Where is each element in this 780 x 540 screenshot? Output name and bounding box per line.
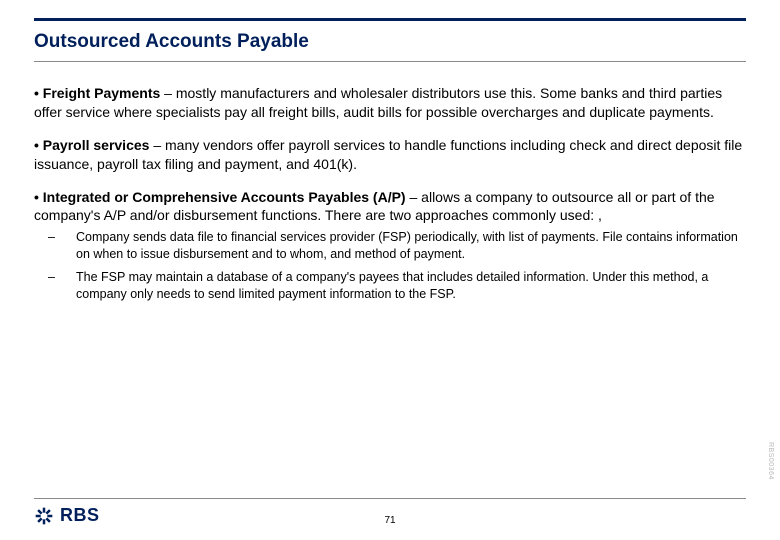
bullet-2-lead: • Payroll services bbox=[34, 137, 149, 153]
page-number: 71 bbox=[384, 515, 395, 526]
sub-item-2-text: The FSP may maintain a database of a com… bbox=[76, 270, 708, 301]
page-title: Outsourced Accounts Payable bbox=[34, 31, 746, 53]
footer-rule bbox=[34, 498, 746, 499]
bullet-3-lead: • Integrated or Comprehensive Accounts P… bbox=[34, 189, 406, 205]
top-rule bbox=[34, 18, 746, 21]
dash-icon: – bbox=[62, 269, 76, 286]
bullet-2-sep: – bbox=[149, 137, 165, 153]
bullet-2: • Payroll services – many vendors offer … bbox=[34, 136, 746, 174]
dash-icon: – bbox=[62, 229, 76, 246]
slide-page: Outsourced Accounts Payable • Freight Pa… bbox=[0, 0, 780, 540]
footer: RBS 71 bbox=[34, 498, 746, 526]
bullet-1: • Freight Payments – mostly manufacturer… bbox=[34, 84, 746, 122]
logo-text: RBS bbox=[60, 505, 100, 526]
sub-item-1-text: Company sends data file to financial ser… bbox=[76, 230, 738, 261]
bullet-1-lead: • Freight Payments bbox=[34, 85, 160, 101]
side-code: RBS00364 bbox=[767, 442, 774, 480]
logo: RBS bbox=[34, 505, 100, 526]
bullet-3-sep: – bbox=[406, 189, 422, 205]
bullet-3: • Integrated or Comprehensive Accounts P… bbox=[34, 188, 746, 303]
sub-list: – Company sends data file to financial s… bbox=[34, 229, 746, 303]
bullet-1-sep: – bbox=[160, 85, 176, 101]
sub-item-1: – Company sends data file to financial s… bbox=[62, 229, 746, 263]
title-underline bbox=[34, 61, 746, 62]
footer-row: RBS 71 bbox=[34, 505, 746, 526]
sub-item-2: – The FSP may maintain a database of a c… bbox=[62, 269, 746, 303]
rbs-daisy-icon bbox=[34, 506, 54, 526]
